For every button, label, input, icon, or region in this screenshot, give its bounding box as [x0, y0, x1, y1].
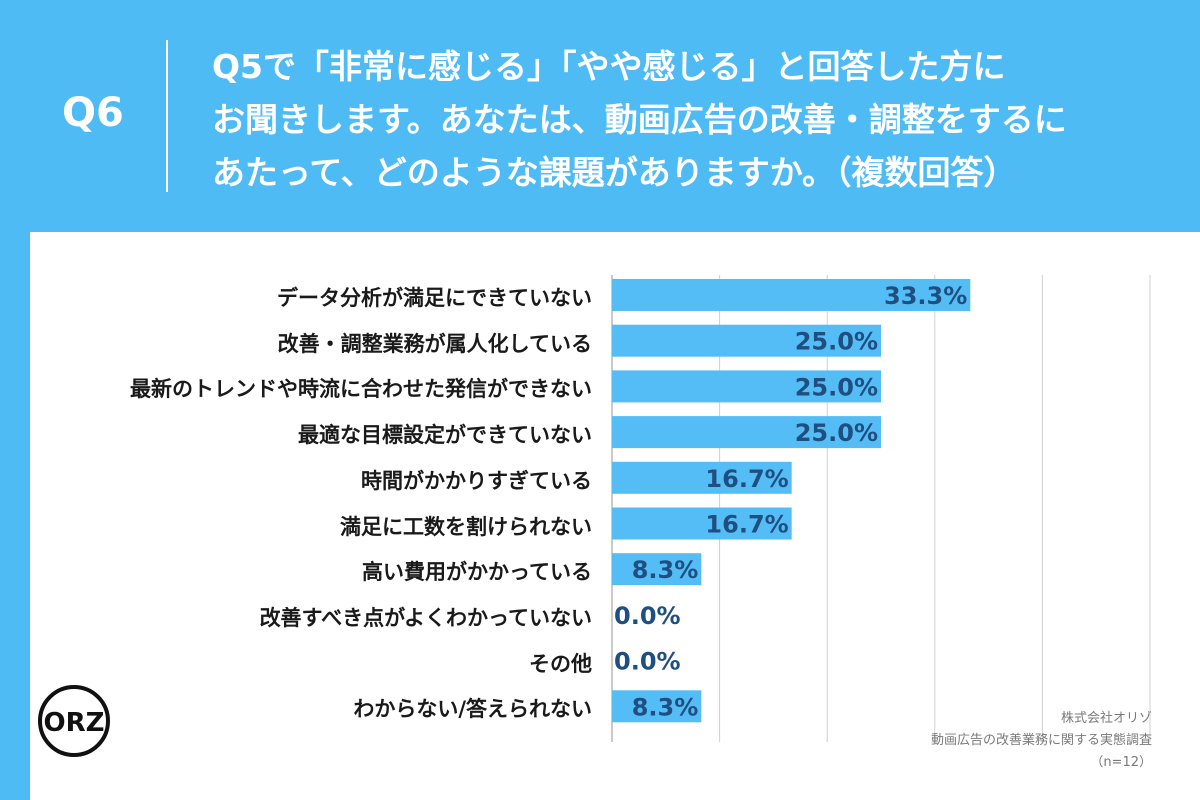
- bar-0: [612, 279, 971, 311]
- category-label-7: 改善すべき点がよくわかっていない: [259, 605, 592, 630]
- question-line-2: お聞きします。あなたは、動画広告の改善・調整をするに: [212, 100, 1067, 139]
- orizo-logo: ORZ: [38, 685, 110, 757]
- question-line-1: Q5で「非常に感じる」「やや感じる」と回答した方に: [212, 47, 1006, 86]
- value-label-9: 8.3%: [632, 693, 699, 721]
- category-label-3: 最適な目標設定ができていない: [298, 423, 592, 448]
- category-label-8: その他: [529, 651, 592, 676]
- bar-5: [612, 507, 792, 540]
- bar-4: [612, 461, 792, 494]
- source-company: 株式会社オリゾ: [1060, 711, 1152, 726]
- value-label-6: 8.3%: [632, 556, 699, 584]
- category-label-1: 改善・調整業務が属人化している: [277, 331, 592, 356]
- category-label-6: 高い費用がかかっている: [362, 560, 592, 585]
- category-label-9: わからない/答えられない: [353, 697, 592, 722]
- category-label-0: データ分析が満足にできていない: [277, 286, 592, 310]
- category-label-4: 時間がかかりすぎている: [361, 468, 592, 493]
- value-label-4: 16.7%: [705, 465, 788, 493]
- value-label-0: 33.3%: [884, 282, 967, 310]
- bar-6: [612, 553, 702, 586]
- bar-2: [612, 370, 881, 403]
- value-label-2: 25.0%: [795, 373, 878, 401]
- value-label-3: 25.0%: [795, 419, 878, 447]
- bar-3: [612, 416, 881, 449]
- question-header: Q6 Q5で「非常に感じる」「やや感じる」と回答した方に お聞きします。あなたは…: [0, 0, 1200, 230]
- svg-text:ORZ: ORZ: [44, 708, 105, 738]
- bar-1: [612, 324, 881, 357]
- source-survey: 動画広告の改善業務に関する実態調査: [930, 733, 1152, 748]
- source-n: （n=12）: [1090, 755, 1152, 770]
- category-label-2: 最新のトレンドや時流に合わせた発信ができない: [130, 377, 592, 402]
- header-divider: [166, 40, 168, 192]
- question-number: Q6: [62, 90, 124, 136]
- value-label-7: 0.0%: [614, 602, 681, 630]
- question-line-3: あたって、どのような課題がありますか。（複数回答）: [212, 153, 1017, 192]
- value-label-1: 25.0%: [795, 328, 878, 356]
- category-label-5: 満足に工数を割けられない: [340, 514, 592, 539]
- value-label-8: 0.0%: [614, 648, 681, 676]
- question-text: Q5で「非常に感じる」「やや感じる」と回答した方に お聞きします。あなたは、動画…: [212, 40, 1172, 199]
- value-label-5: 16.7%: [705, 511, 788, 539]
- source-note: 株式会社オリゾ 動画広告の改善業務に関する実態調査 （n=12）: [931, 708, 1152, 774]
- bar-9: [612, 690, 702, 723]
